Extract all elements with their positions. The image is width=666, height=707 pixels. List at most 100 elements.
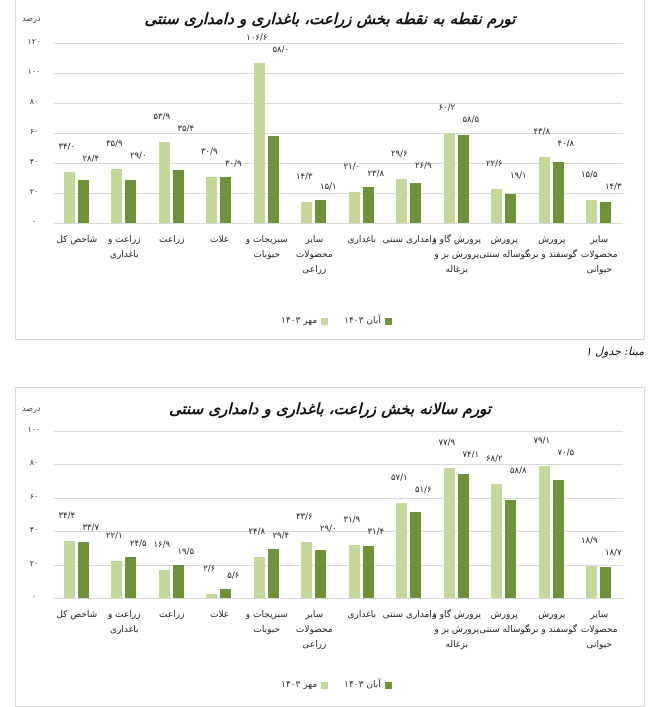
value-label-aban: ۵۱/۶ bbox=[414, 484, 432, 495]
y-tick: ۰ bbox=[31, 592, 37, 601]
bar-mehr bbox=[63, 172, 75, 223]
bar-aban bbox=[172, 169, 184, 223]
bar-aban bbox=[410, 182, 422, 223]
category-label: باغداری bbox=[347, 235, 377, 245]
bar-mehr bbox=[206, 593, 218, 598]
value-label-mehr: ۳۱/۹ bbox=[343, 514, 361, 525]
value-label-aban: ۷۰/۵ bbox=[557, 447, 575, 458]
legend-swatch-aban bbox=[384, 317, 392, 325]
chart-annual: تورم سالانه بخش زراعت، باغداری و دامداری… bbox=[15, 387, 645, 707]
bar-mehr bbox=[253, 556, 265, 598]
category-label: شاخص کل bbox=[56, 235, 98, 245]
value-label-mehr: ۵۷/۱ bbox=[390, 472, 408, 483]
bar-aban bbox=[410, 511, 422, 598]
bar-mehr bbox=[538, 157, 550, 223]
gridline bbox=[53, 193, 623, 194]
bar-mehr bbox=[301, 541, 313, 598]
gridline bbox=[53, 531, 623, 533]
bar-mehr bbox=[538, 465, 550, 598]
bar-mehr bbox=[443, 132, 455, 223]
value-label-mehr: ۲۲/۱ bbox=[105, 531, 123, 542]
bar-aban bbox=[315, 200, 327, 223]
bar-mehr bbox=[491, 484, 503, 598]
bar-aban bbox=[77, 180, 89, 223]
value-label-aban: ۱۵/۱ bbox=[319, 182, 337, 193]
bar-aban bbox=[552, 161, 564, 223]
gridline bbox=[53, 43, 623, 44]
value-label-mehr: ۳۵/۹ bbox=[105, 139, 123, 150]
value-label-aban: ۲۹/۰ bbox=[129, 151, 147, 162]
category-label: سبزیجات و حبوبات bbox=[245, 235, 288, 260]
value-label-aban: ۵/۶ bbox=[227, 570, 240, 581]
bar-mehr bbox=[63, 540, 75, 598]
value-label-aban: ۴۰/۸ bbox=[557, 139, 575, 150]
category-label: زراعت bbox=[159, 235, 185, 245]
y-tick: ۶۰ bbox=[29, 127, 39, 136]
category-label: باغداری bbox=[347, 610, 377, 620]
y-axis-unit: درصد bbox=[22, 14, 41, 23]
value-label-aban: ۱۴/۳ bbox=[604, 181, 622, 192]
bar-aban bbox=[457, 474, 469, 598]
y-tick: ۲۰ bbox=[29, 558, 39, 568]
value-label-mehr: ۴۳/۸ bbox=[533, 127, 551, 138]
gridline bbox=[53, 73, 623, 74]
y-tick: ۱۲۰ bbox=[27, 37, 41, 46]
legend-label-aban: آبان ۱۴۰۳ bbox=[344, 316, 381, 326]
value-label-mehr: ۶۸/۲ bbox=[485, 454, 503, 465]
legend-swatch-mehr bbox=[321, 681, 329, 689]
category-label: سایر محصولات زراعی bbox=[295, 610, 333, 650]
value-label-mehr: ۷۷/۹ bbox=[438, 437, 456, 448]
legend: آبان ۱۴۰۳ مهر ۱۴۰۳ bbox=[281, 316, 392, 326]
chart-title: تورم سالانه بخش زراعت، باغداری و دامداری… bbox=[169, 400, 491, 418]
value-label-mehr: ۵۳/۹ bbox=[153, 112, 171, 123]
bar-mehr bbox=[348, 544, 360, 598]
category-label: سایر محصولات زراعی bbox=[295, 235, 333, 275]
y-tick: ۱۰۰ bbox=[27, 67, 41, 76]
plot-area: ۰ ۲۰ ۴۰ ۶۰ ۸۰ ۱۰۰ ۳۴/۴ ۳۳/۷ ۲۲/۱ ۲۴/۵ ۱۶/۹ ۱۹/۵ ۲/۶ ۵… bbox=[28, 425, 623, 601]
value-label-mehr: ۳۳/۶ bbox=[295, 511, 313, 522]
bar-mehr bbox=[111, 561, 123, 598]
gridline bbox=[53, 163, 623, 164]
gridline bbox=[53, 564, 623, 566]
bar-aban bbox=[267, 548, 279, 598]
source-note: مبنا: جدول ۱ bbox=[585, 345, 644, 358]
legend-label-mehr: مهر ۱۴۰۳ bbox=[281, 680, 318, 690]
value-label-aban: ۵۸/۵ bbox=[462, 114, 480, 125]
bar-mehr bbox=[206, 176, 218, 223]
value-label-mehr: ۲۱/۰ bbox=[343, 161, 361, 172]
chart-title: تورم نقطه به نقطه بخش زراعت، باغداری و د… bbox=[144, 10, 516, 28]
value-label-mehr: ۳۴/۴ bbox=[58, 510, 76, 521]
bar-aban bbox=[267, 136, 279, 223]
category-label: پرورش گاو و پرورش بز و بزغاله bbox=[432, 235, 482, 275]
y-tick: ۶۰ bbox=[29, 491, 39, 501]
bar-aban bbox=[457, 135, 469, 223]
gridline bbox=[53, 497, 623, 499]
value-label-aban: ۲۴/۵ bbox=[129, 539, 147, 550]
value-label-mehr: ۲۴/۸ bbox=[248, 526, 266, 537]
plot-area: ۰ ۲۰ ۴۰ ۶۰ ۸۰ ۱۰۰ ۱۲۰ ۳۴/۰ ۲۸/۴ ۳۵/۹ ۲۹/۰ ۵۳/۹ ۳۵/۴ ۳… bbox=[28, 33, 623, 226]
bar-mehr bbox=[586, 566, 598, 598]
y-axis-unit: درصد bbox=[22, 404, 41, 413]
bar-aban bbox=[220, 588, 232, 598]
category-label: شاخص کل bbox=[56, 610, 98, 620]
gridline bbox=[53, 431, 623, 432]
category-label: سایر محصولات حیوانی bbox=[580, 610, 618, 650]
category-label: غلات bbox=[209, 235, 229, 245]
category-label: پرورش گوسفند و بره bbox=[526, 610, 578, 635]
value-label-aban: ۲۸/۴ bbox=[82, 154, 100, 164]
value-label-mehr: ۳۰/۹ bbox=[200, 146, 218, 157]
category-label: پرورش گوسفند و بره bbox=[526, 235, 578, 260]
gridline bbox=[53, 464, 623, 466]
value-label-aban: ۱۹/۱ bbox=[509, 171, 527, 182]
y-tick: ۴۰ bbox=[29, 525, 39, 535]
gridline bbox=[53, 103, 623, 104]
value-label-aban: ۲۳/۸ bbox=[367, 169, 385, 180]
value-label-mehr: ۳۴/۰ bbox=[58, 142, 76, 152]
legend-label-mehr: مهر ۱۴۰۳ bbox=[281, 316, 318, 326]
y-tick: ۰ bbox=[31, 217, 37, 226]
bar-aban bbox=[315, 549, 327, 598]
category-label: زراعت و باغداری bbox=[107, 610, 141, 635]
category-label: سبزیجات و حبوبات bbox=[245, 610, 288, 635]
value-label-aban: ۵۸/۸ bbox=[509, 466, 527, 477]
bar-mehr bbox=[443, 467, 455, 598]
